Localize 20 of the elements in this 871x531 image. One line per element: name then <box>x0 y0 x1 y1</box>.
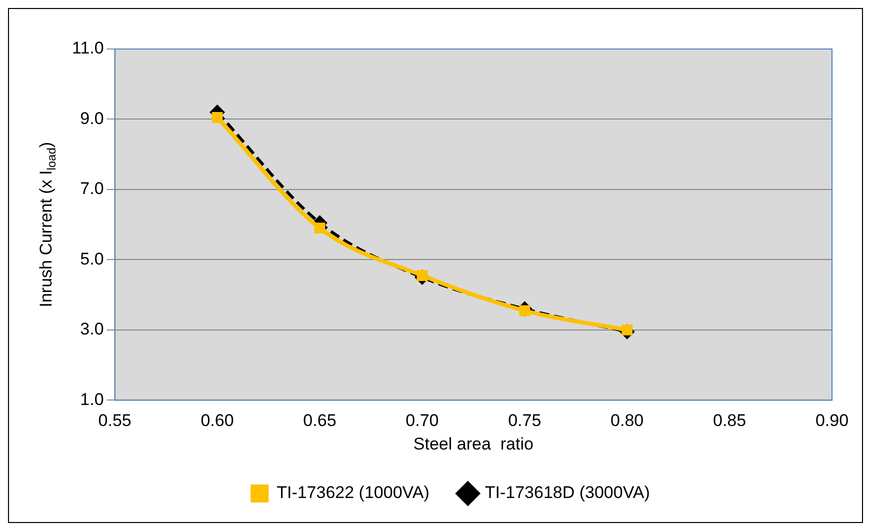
point <box>212 112 223 123</box>
x-axis-title: Steel area ratio <box>413 434 534 454</box>
y-tick-label: 11.0 <box>72 38 104 58</box>
y-tick-label: 9.0 <box>80 108 104 128</box>
x-tick-label: 0.70 <box>406 411 439 430</box>
x-tick-label: 0.90 <box>815 411 849 430</box>
legend-label: TI-173622 (1000VA) <box>276 483 430 502</box>
legend-label: TI-173618D (3000VA) <box>484 483 650 502</box>
y-tick-label: 5.0 <box>80 249 104 268</box>
x-tick-label: 0.85 <box>713 411 746 430</box>
y-tick-label: 1.0 <box>80 390 104 409</box>
x-tick-label: 0.80 <box>610 411 644 430</box>
y-tick-label: 3.0 <box>80 320 104 339</box>
x-tick-label: 0.55 <box>98 411 132 430</box>
point <box>314 222 326 234</box>
x-tick-label: 0.75 <box>508 411 542 430</box>
y-tick-label: 7.0 <box>80 179 104 198</box>
x-tick-label: 0.65 <box>303 411 336 430</box>
y-axis-title: Inrush Current (x Iload) <box>36 142 58 308</box>
x-tick-label: 0.60 <box>200 411 234 430</box>
